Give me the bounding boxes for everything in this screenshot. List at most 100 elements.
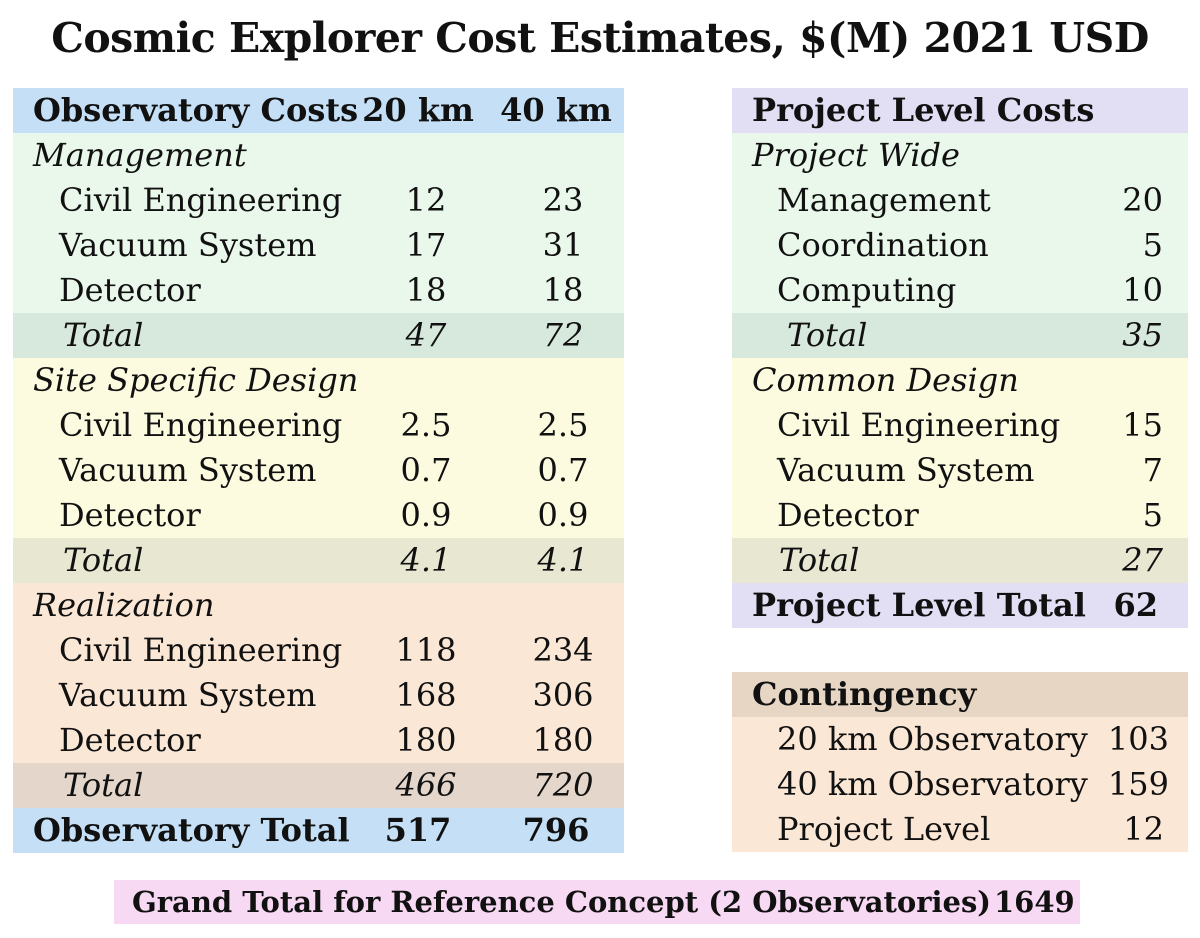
table-row: Detector 0.9 0.9 [13,493,624,538]
row-value-40km: 23 [542,181,584,219]
row-value-20km: 0.7 [400,451,452,489]
table-row: Coordination 5 [732,223,1188,268]
row-label: Vacuum System [59,676,317,714]
total-value-40km: 4.1 [537,541,589,579]
table-row: Project Level 12 [732,807,1188,852]
total-value-40km: 72 [542,316,584,354]
total-row: Total 47 72 [13,313,624,358]
row-value: 7 [1142,451,1163,489]
section-header: Realization [13,583,624,628]
row-label: Detector [59,721,201,759]
total-value-20km: 47 [405,316,447,354]
table-row: 40 km Observatory 159 [732,762,1188,807]
header-label: Contingency [752,675,977,713]
section-name: Site Specific Design [33,361,359,399]
section-header: Common Design [732,358,1188,403]
row-label: Detector [59,271,201,309]
total-label: Total [787,316,868,354]
row-value-40km: 234 [532,631,594,669]
row-value-20km: 12 [405,181,447,219]
table-row: Vacuum System 168 306 [13,673,624,718]
observatory-costs-table: Observatory Costs 20 km 40 km Management… [13,88,624,853]
row-value-40km: 31 [542,226,584,264]
row-value-40km: 180 [532,721,594,759]
row-value-20km: 17 [405,226,447,264]
table-row: Civil Engineering 2.5 2.5 [13,403,624,448]
table-row: Vacuum System 17 31 [13,223,624,268]
project-level-costs-table: Project Level Costs Project Wide Managem… [732,88,1188,628]
row-value: 12 [1123,810,1164,848]
row-value: 20 [1122,181,1163,219]
table-header: Observatory Costs 20 km 40 km [13,88,624,133]
header-40km: 40 km [500,91,612,129]
total-value: 27 [1122,541,1163,579]
row-label: Management [777,181,991,219]
project-level-total-value: 62 [1113,586,1158,624]
total-label: Total [63,316,144,354]
table-header: Contingency [732,672,1188,717]
row-label: 20 km Observatory [777,720,1088,758]
observatory-total-40km: 796 [522,811,590,849]
table-row: Civil Engineering 15 [732,403,1188,448]
row-value: 5 [1142,496,1163,534]
row-label: Civil Engineering [777,406,1061,444]
row-label: Vacuum System [777,451,1035,489]
row-label: Detector [777,496,919,534]
grand-total-value: 1649 [994,885,1075,919]
total-value: 35 [1122,316,1163,354]
row-value: 15 [1122,406,1163,444]
row-value: 5 [1142,226,1163,264]
total-value-20km: 4.1 [400,541,452,579]
section-header: Site Specific Design [13,358,624,403]
row-value: 10 [1122,271,1163,309]
total-value-40km: 720 [532,766,594,804]
project-level-total-row: Project Level Total 62 [732,583,1188,628]
observatory-total-20km: 517 [384,811,452,849]
section-header: Management [13,133,624,178]
row-value-20km: 168 [395,676,457,714]
contingency-table: Contingency 20 km Observatory 103 40 km … [732,672,1188,852]
project-level-total-label: Project Level Total [752,586,1086,624]
row-label: Civil Engineering [59,406,343,444]
row-value-20km: 0.9 [400,496,452,534]
table-row: Civil Engineering 12 23 [13,178,624,223]
row-label: Vacuum System [59,226,317,264]
section-header: Project Wide [732,133,1188,178]
section-name: Realization [33,586,215,624]
section-name: Common Design [752,361,1019,399]
row-label: Detector [59,496,201,534]
row-label: Coordination [777,226,989,264]
table-row: Computing 10 [732,268,1188,313]
row-label: Civil Engineering [59,181,343,219]
table-row: Detector 180 180 [13,718,624,763]
row-label: Vacuum System [59,451,317,489]
table-row: Civil Engineering 118 234 [13,628,624,673]
page-title: Cosmic Explorer Cost Estimates, $(M) 202… [51,14,1149,62]
header-20km: 20 km [362,91,474,129]
total-label: Total [63,766,144,804]
row-value-20km: 18 [405,271,447,309]
row-label: Project Level [777,810,991,848]
row-value-20km: 2.5 [400,406,452,444]
row-value: 159 [1107,765,1169,803]
table-row: Vacuum System 7 [732,448,1188,493]
grand-total-bar: Grand Total for Reference Concept (2 Obs… [114,880,1080,924]
total-row: Total 27 [732,538,1188,583]
total-row: Total 4.1 4.1 [13,538,624,583]
total-row: Total 466 720 [13,763,624,808]
grand-total-label: Grand Total for Reference Concept (2 Obs… [132,885,992,919]
row-value: 103 [1107,720,1169,758]
table-header: Project Level Costs [732,88,1188,133]
row-value-40km: 0.7 [537,451,589,489]
row-label: Computing [777,271,957,309]
header-label: Project Level Costs [752,91,1095,129]
total-label: Total [63,541,144,579]
table-row: 20 km Observatory 103 [732,717,1188,762]
header-label: Observatory Costs [33,91,359,129]
row-value-20km: 180 [395,721,457,759]
row-label: Civil Engineering [59,631,343,669]
table-row: Detector 18 18 [13,268,624,313]
total-value-20km: 466 [395,766,457,804]
row-value-40km: 306 [532,676,594,714]
table-row: Management 20 [732,178,1188,223]
